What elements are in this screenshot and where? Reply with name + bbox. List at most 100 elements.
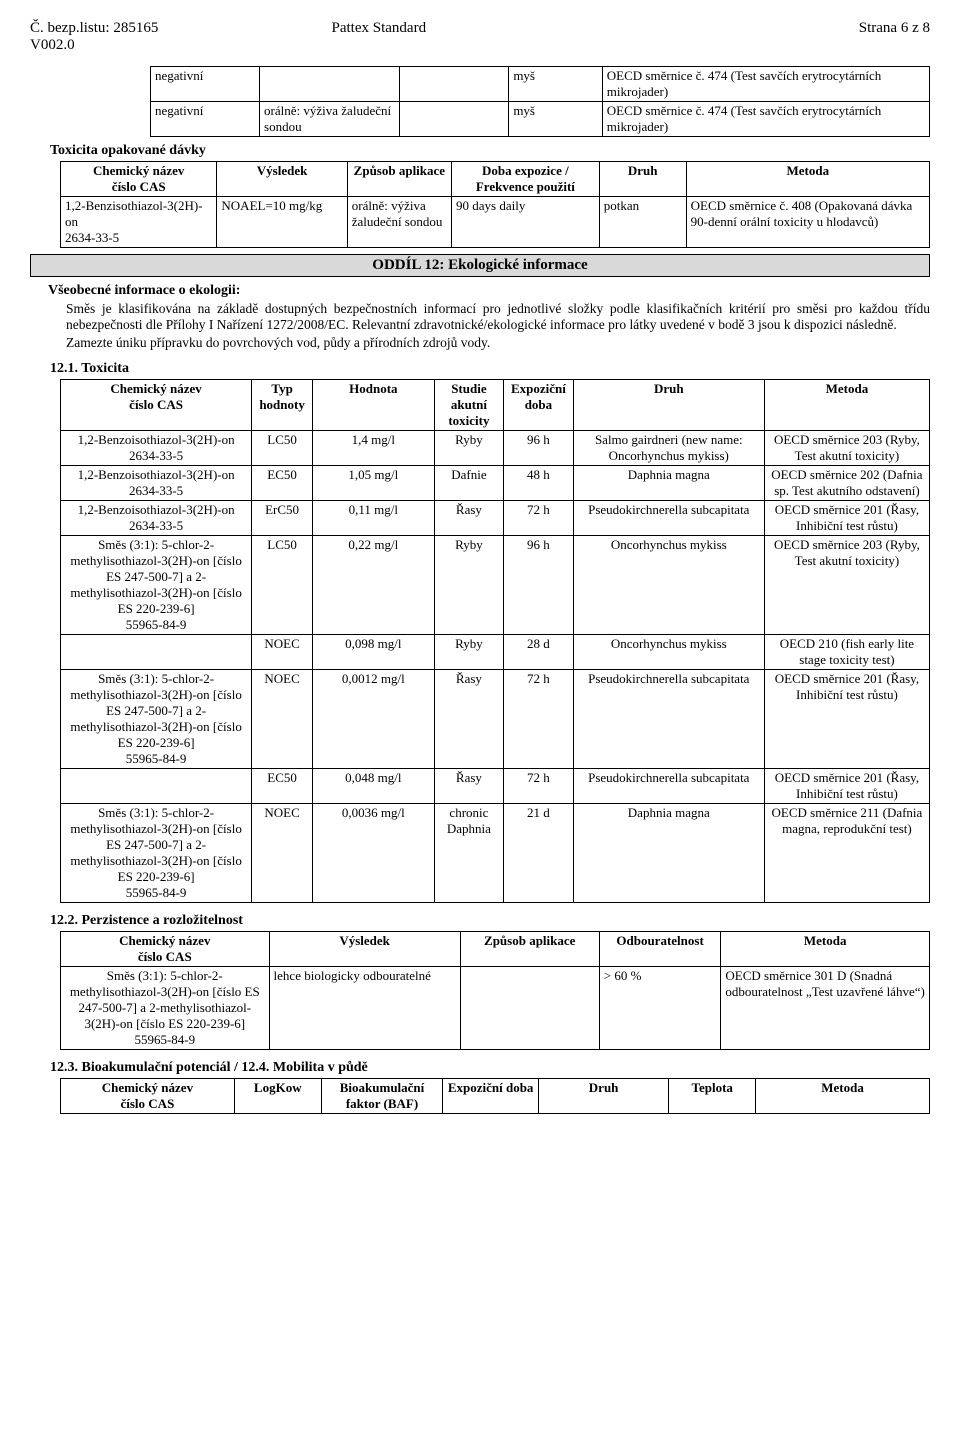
cell xyxy=(61,635,252,670)
col-header: Výsledek xyxy=(217,162,347,197)
col-header: Chemický názevčíslo CAS xyxy=(61,932,270,967)
col-header: Chemický názevčíslo CAS xyxy=(61,162,217,197)
cell: Pseudokirchnerella subcapitata xyxy=(573,501,764,536)
cell: OECD směrnice 211 (Dafnia magna, reprodu… xyxy=(764,804,929,903)
bioaccumulation-table: Chemický názevčíslo CAS LogKow Bioakumul… xyxy=(60,1078,930,1114)
cell: 1,2-Benzoisothiazol-3(2H)-on2634-33-5 xyxy=(61,466,252,501)
cell: myš xyxy=(509,67,602,102)
cell: 0,0012 mg/l xyxy=(313,670,435,769)
cell: 1,2-Benzisothiazol-3(2H)-on2634-33-5 xyxy=(61,197,217,248)
page-number: Strana 6 z 8 xyxy=(633,20,930,54)
cell: orálně: výživa žaludeční sondou xyxy=(347,197,451,248)
cell: 72 h xyxy=(504,670,574,769)
cell: 48 h xyxy=(504,466,574,501)
cell: Ryby xyxy=(434,635,504,670)
mutagenicity-table: negativní myš OECD směrnice č. 474 (Test… xyxy=(150,66,930,137)
cell: OECD směrnice č. 474 (Test savčích erytr… xyxy=(602,67,929,102)
cell: Daphnia magna xyxy=(573,804,764,903)
cell: > 60 % xyxy=(599,967,721,1050)
col-header: Chemický názevčíslo CAS xyxy=(61,1079,235,1114)
repeated-dose-table: Chemický názevčíslo CAS Výsledek Způsob … xyxy=(60,161,930,248)
cell: 96 h xyxy=(504,536,574,635)
doc-title: Pattex Standard xyxy=(332,20,629,54)
cell: LC50 xyxy=(252,431,313,466)
cell: 96 h xyxy=(504,431,574,466)
cell xyxy=(400,102,509,137)
cell: 0,11 mg/l xyxy=(313,501,435,536)
cell: OECD směrnice č. 408 (Opakovaná dávka 90… xyxy=(686,197,929,248)
col-header: Studie akutní toxicity xyxy=(434,380,504,431)
col-header: Způsob aplikace xyxy=(347,162,451,197)
col-header: Hodnota xyxy=(313,380,435,431)
cell: OECD směrnice č. 474 (Test savčích erytr… xyxy=(602,102,929,137)
col-header: Metoda xyxy=(764,380,929,431)
cell: 21 d xyxy=(504,804,574,903)
col-header: Doba expozice / Frekvence použití xyxy=(452,162,600,197)
cell: OECD směrnice 203 (Ryby, Test akutní tox… xyxy=(764,536,929,635)
cell: chronic Daphnia xyxy=(434,804,504,903)
col-header: Typ hodnoty xyxy=(252,380,313,431)
table-row: EC500,048 mg/lŘasy72 hPseudokirchnerella… xyxy=(61,769,930,804)
cell: 72 h xyxy=(504,501,574,536)
table-header-row: Chemický názevčíslo CAS LogKow Bioakumul… xyxy=(61,1079,930,1114)
cell: OECD směrnice 201 (Řasy, Inhibiční test … xyxy=(764,501,929,536)
cell: OECD 210 (fish early lite stage toxicity… xyxy=(764,635,929,670)
cell: 1,05 mg/l xyxy=(313,466,435,501)
cell: NOEC xyxy=(252,635,313,670)
cell: 0,22 mg/l xyxy=(313,536,435,635)
cell: Ryby xyxy=(434,536,504,635)
cell: Pseudokirchnerella subcapitata xyxy=(573,769,764,804)
cell: OECD směrnice 203 (Ryby, Test akutní tox… xyxy=(764,431,929,466)
section-12-1-heading: 12.1. Toxicita xyxy=(50,361,930,377)
cell xyxy=(460,967,599,1050)
cell: LC50 xyxy=(252,536,313,635)
cell: Pseudokirchnerella subcapitata xyxy=(573,670,764,769)
doc-version: V002.0 xyxy=(30,37,327,54)
col-header: LogKow xyxy=(234,1079,321,1114)
cell: Dafnie xyxy=(434,466,504,501)
col-header: Výsledek xyxy=(269,932,460,967)
cell: OECD směrnice 202 (Dafnia sp. Test akutn… xyxy=(764,466,929,501)
table-header-row: Chemický názevčíslo CAS Výsledek Způsob … xyxy=(61,932,930,967)
cell: Směs (3:1): 5-chlor-2-methylisothiazol-3… xyxy=(61,536,252,635)
cell: myš xyxy=(509,102,602,137)
cell: 1,2-Benzoisothiazol-3(2H)-on2634-33-5 xyxy=(61,501,252,536)
cell: 0,048 mg/l xyxy=(313,769,435,804)
col-header: Bioakumulační faktor (BAF) xyxy=(321,1079,443,1114)
table-header-row: Chemický názevčíslo CAS Typ hodnoty Hodn… xyxy=(61,380,930,431)
col-header: Teplota xyxy=(669,1079,756,1114)
table-row: negativní orálně: výživa žaludeční sondo… xyxy=(151,102,930,137)
ecology-paragraph-1: Směs je klasifikována na základě dostupn… xyxy=(66,301,930,333)
cell: Řasy xyxy=(434,769,504,804)
table-row: 1,2-Benzoisothiazol-3(2H)-on2634-33-5LC5… xyxy=(61,431,930,466)
col-header: Způsob aplikace xyxy=(460,932,599,967)
cell xyxy=(400,67,509,102)
col-header: Metoda xyxy=(756,1079,930,1114)
cell: negativní xyxy=(151,67,260,102)
cell: Salmo gairdneri (new name: Oncorhynchus … xyxy=(573,431,764,466)
col-header: Odbouratelnost xyxy=(599,932,721,967)
page-header: Č. bezp.listu: 285165 V002.0 Pattex Stan… xyxy=(30,20,930,54)
table-row: negativní myš OECD směrnice č. 474 (Test… xyxy=(151,67,930,102)
ecology-paragraph-2: Zamezte úniku přípravku do povrchových v… xyxy=(66,335,930,351)
cell: ErC50 xyxy=(252,501,313,536)
ecology-general-heading: Všeobecné informace o ekologii: xyxy=(48,283,930,299)
cell: EC50 xyxy=(252,466,313,501)
cell: Oncorhynchus mykiss xyxy=(573,536,764,635)
cell: Řasy xyxy=(434,501,504,536)
table-row: 1,2-Benzoisothiazol-3(2H)-on2634-33-5EC5… xyxy=(61,466,930,501)
cell: Ryby xyxy=(434,431,504,466)
cell: NOEC xyxy=(252,804,313,903)
persistence-table: Chemický názevčíslo CAS Výsledek Způsob … xyxy=(60,931,930,1050)
toxicity-table: Chemický názevčíslo CAS Typ hodnoty Hodn… xyxy=(60,379,930,903)
cell: potkan xyxy=(599,197,686,248)
cell: negativní xyxy=(151,102,260,137)
col-header: Druh xyxy=(538,1079,668,1114)
table-row: 1,2-Benzisothiazol-3(2H)-on2634-33-5 NOA… xyxy=(61,197,930,248)
col-header: Expoziční doba xyxy=(504,380,574,431)
cell: 72 h xyxy=(504,769,574,804)
repeated-dose-heading: Toxicita opakované dávky xyxy=(50,143,930,159)
table-row: Směs (3:1): 5-chlor-2-methylisothiazol-3… xyxy=(61,804,930,903)
cell xyxy=(61,769,252,804)
cell: Směs (3:1): 5-chlor-2-methylisothiazol-3… xyxy=(61,967,270,1050)
